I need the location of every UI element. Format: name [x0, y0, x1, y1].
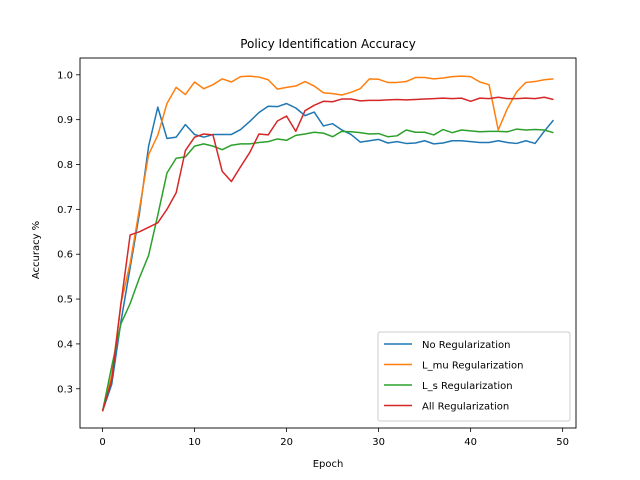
y-tick-label: 0.3: [57, 384, 73, 395]
x-axis: 0 10 20 30 40 50: [99, 428, 569, 448]
legend-box: [377, 331, 571, 422]
x-tick-label: 30: [372, 437, 385, 448]
x-tick-label: 50: [556, 437, 569, 448]
series-line-l-mu-regularization: [101, 75, 554, 412]
y-tick-label: 0.8: [57, 160, 73, 171]
legend-label: All Regularization: [422, 402, 509, 413]
axes-frame: [79, 57, 577, 429]
legend: No Regularization L_mu Regularization L_s …: [377, 331, 571, 422]
x-tick-label: 10: [188, 437, 201, 448]
plot-area: [101, 75, 555, 412]
legend-label: L_s Regularization: [422, 381, 513, 392]
chart-title: Policy Identification Accuracy: [240, 37, 416, 51]
y-tick-label: 0.7: [57, 205, 73, 216]
series-line-all-regularization: [101, 96, 554, 412]
legend-label: L_mu Regularization: [422, 361, 524, 372]
y-axis: 0.3 0.4 0.5 0.6 0.7 0.8 0.9 1.0: [57, 70, 80, 395]
y-tick-label: 0.4: [57, 339, 73, 350]
y-tick-label: 0.6: [57, 250, 73, 261]
series-line-no-regularization: [101, 102, 555, 412]
series-line-l-s-regularization: [101, 128, 554, 412]
x-tick-label: 0: [99, 437, 105, 448]
y-axis-label: Accuracy %: [31, 221, 42, 279]
x-axis-label: Epoch: [313, 459, 344, 470]
y-tick-label: 0.5: [57, 295, 73, 306]
legend-label: No Regularization: [422, 340, 510, 351]
y-tick-label: 0.9: [57, 115, 73, 126]
y-tick-label: 1.0: [57, 70, 73, 81]
x-tick-label: 20: [280, 437, 293, 448]
x-tick-label: 40: [464, 437, 477, 448]
